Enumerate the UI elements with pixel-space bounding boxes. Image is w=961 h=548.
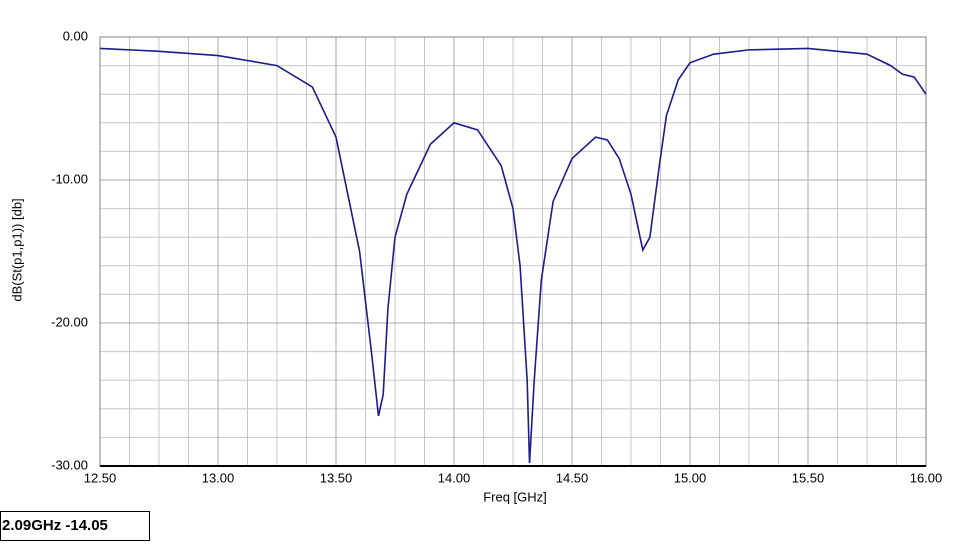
marker-readout: 2.09GHz -14.05 bbox=[2, 517, 108, 534]
marker-box bbox=[0, 511, 150, 541]
x-tick-label: 15.50 bbox=[792, 470, 825, 485]
y-tick-label: -20.00 bbox=[51, 314, 88, 329]
y-tick-label: -30.00 bbox=[51, 457, 88, 472]
y-axis-label: dB(St(p1,p1)) [db] bbox=[9, 198, 24, 301]
x-tick-label: 13.50 bbox=[320, 470, 353, 485]
x-tick-label: 15.00 bbox=[674, 470, 707, 485]
x-tick-label: 12.50 bbox=[84, 470, 117, 485]
y-tick-label: 0.00 bbox=[63, 28, 88, 43]
x-axis-label: Freq [GHz] bbox=[483, 489, 547, 504]
x-tick-label: 16.00 bbox=[910, 470, 943, 485]
x-tick-label: 14.00 bbox=[438, 470, 471, 485]
x-tick-label: 14.50 bbox=[556, 470, 589, 485]
x-tick-label: 13.00 bbox=[202, 470, 235, 485]
series-line bbox=[99, 47, 927, 464]
y-tick-label: -10.00 bbox=[51, 171, 88, 186]
